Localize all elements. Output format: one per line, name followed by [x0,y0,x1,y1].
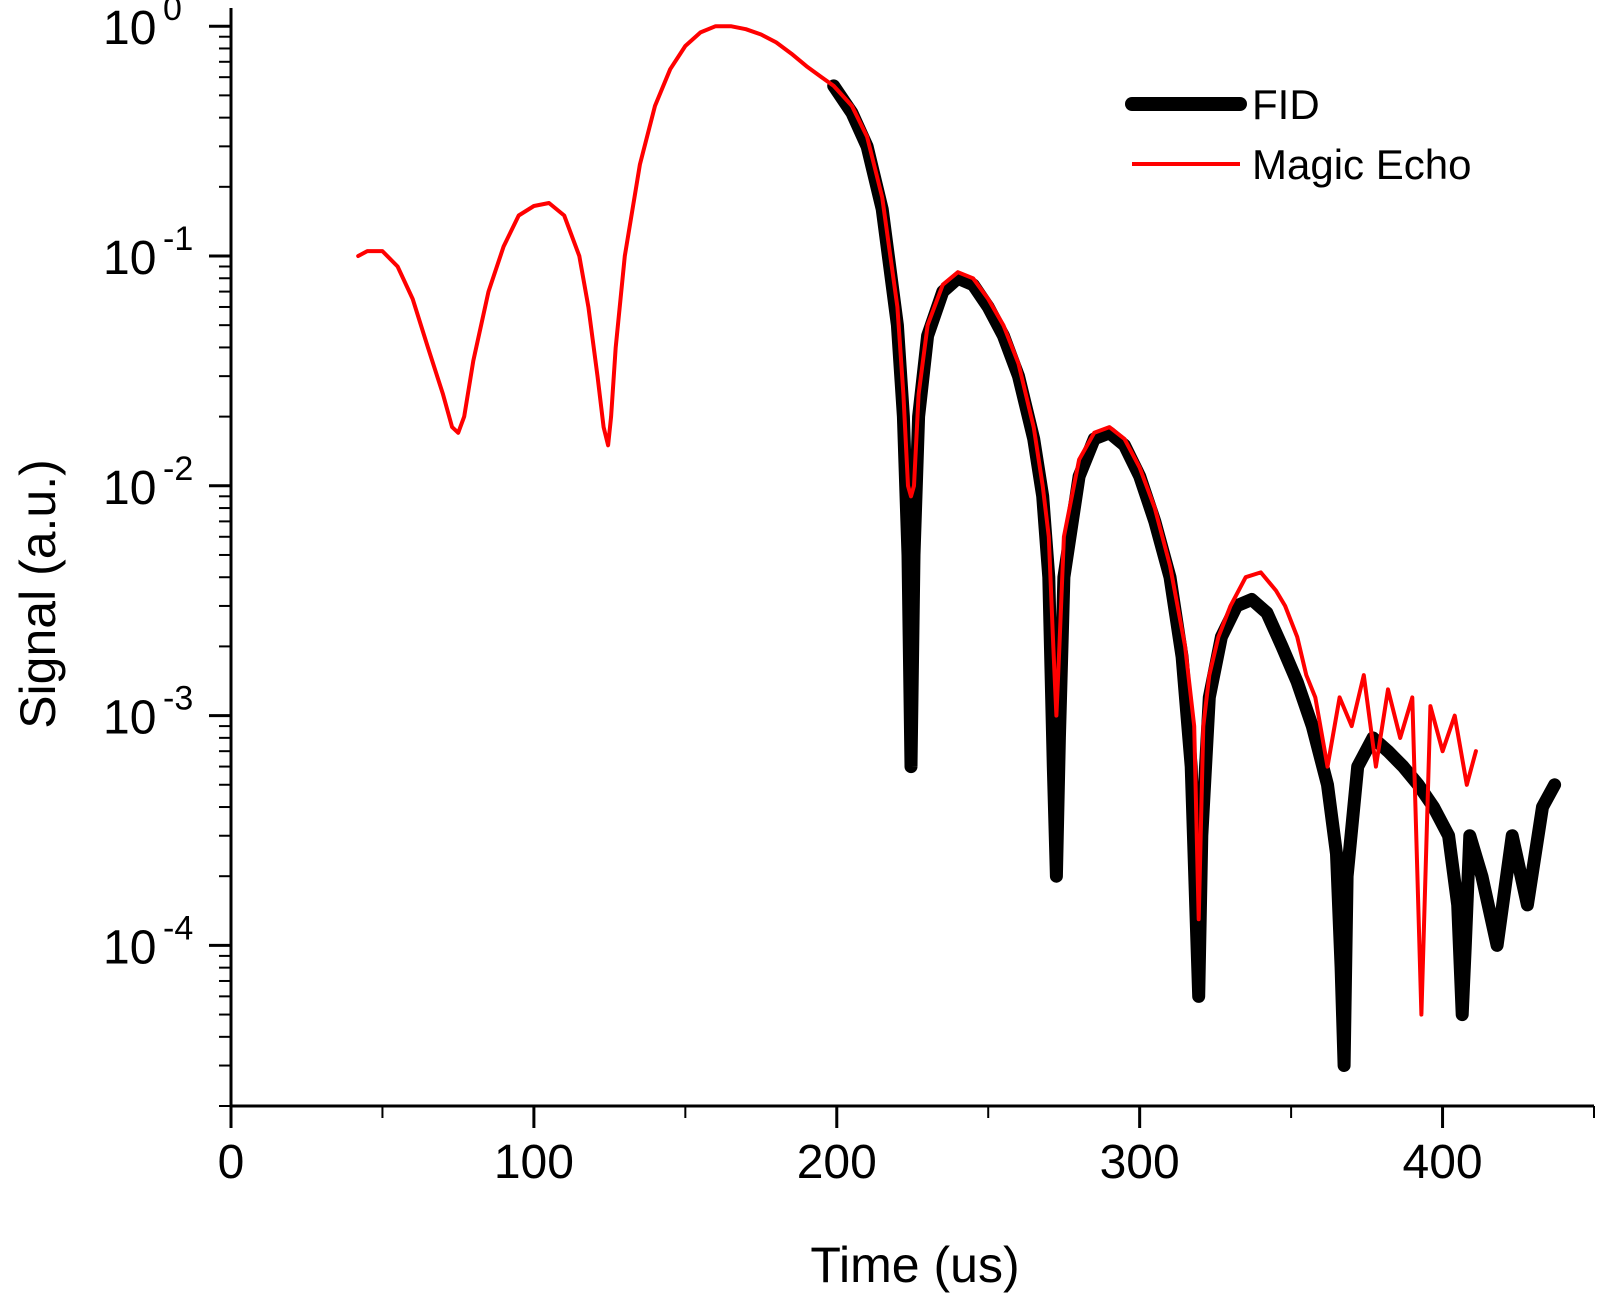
series-line-magic-echo [356,24,1478,1017]
y-tick-label: 10 [103,921,156,974]
x-tick-label: 400 [1403,1136,1483,1189]
plot-area [356,24,1562,1072]
x-axis-ticks: 0 100 200 300 400 [218,1106,1595,1189]
series-line-fid [827,79,1562,1072]
legend-label-fid: FID [1252,81,1320,128]
y-tick-exponent: -1 [163,220,193,258]
x-tick-label: 300 [1100,1136,1180,1189]
x-tick-label: 200 [797,1136,877,1189]
y-axis-title: Signal (a.u.) [10,459,66,729]
x-tick-label: 100 [494,1136,574,1189]
y-tick-exponent: -2 [163,450,193,488]
axes [229,8,1594,1108]
y-tick-exponent: -4 [163,909,193,947]
x-axis-title: Time (us) [810,1237,1019,1293]
y-tick-label: 10 [103,232,156,285]
y-tick-label: 10 [103,462,156,515]
x-tick-label: 0 [218,1136,245,1189]
y-tick-label: 10 [103,692,156,745]
y-tick-exponent: -3 [163,680,193,718]
y-tick-exponent: 0 [163,0,182,28]
legend: FID Magic Echo [1125,81,1471,188]
legend-label-magic-echo: Magic Echo [1252,141,1471,188]
y-tick-label: 10 [103,2,156,55]
